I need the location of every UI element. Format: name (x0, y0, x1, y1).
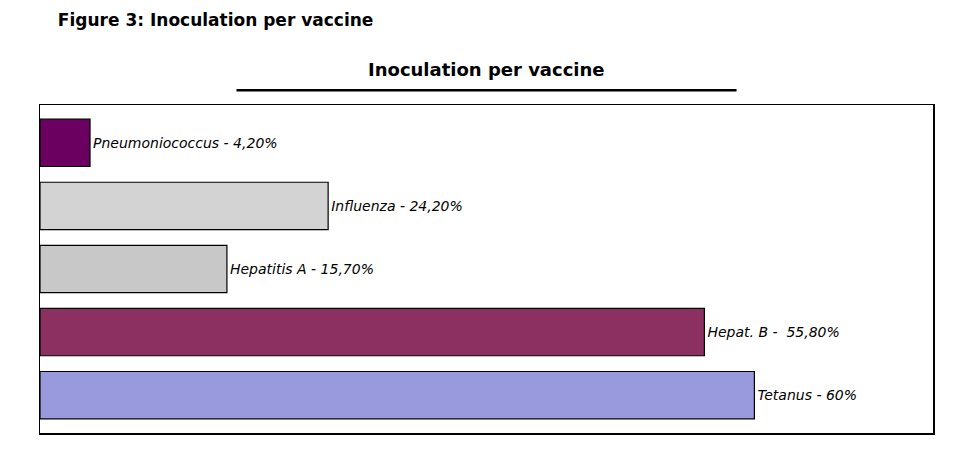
svg-text:Inoculation per vaccine: Inoculation per vaccine (368, 59, 605, 80)
svg-text:Hepatitis A - 15,70%: Hepatitis A - 15,70% (230, 261, 374, 277)
svg-text:Hepat. B - 55,80%: Hepat. B - 55,80% (707, 324, 839, 340)
svg-text:Tetanus - 60%: Tetanus - 60% (757, 387, 857, 403)
svg-text:Figure 3: Inoculation per vacc: Figure 3: Inoculation per vaccine (58, 10, 374, 30)
svg-text:Pneumoniococcus - 4,20%: Pneumoniococcus - 4,20% (93, 135, 278, 151)
svg-text:Influenza - 24,20%: Influenza - 24,20% (331, 198, 463, 214)
